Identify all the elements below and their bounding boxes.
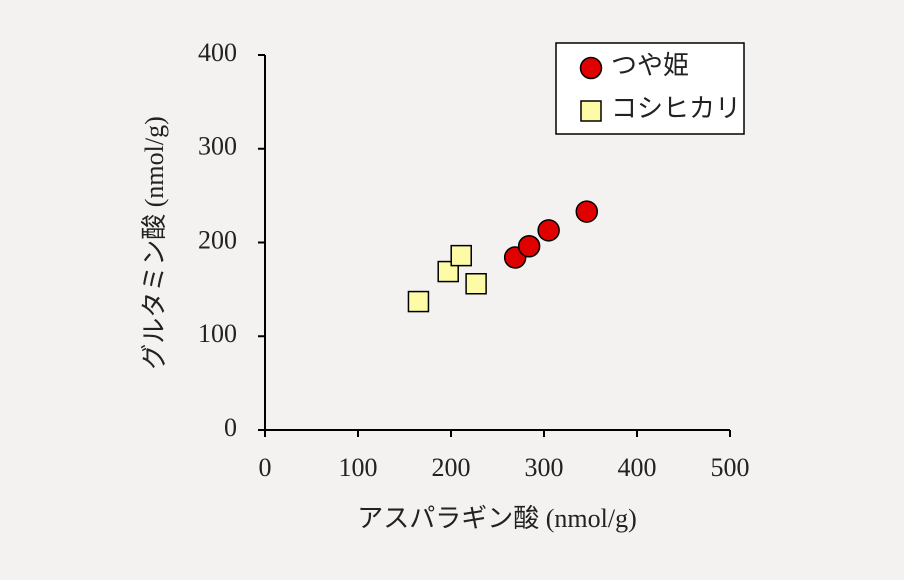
y-axis-label: グルタミン酸 (nmol/g) bbox=[140, 116, 169, 370]
x-tick-label: 300 bbox=[525, 453, 564, 482]
legend-label: つや姫 bbox=[611, 51, 689, 80]
y-tick-label: 100 bbox=[198, 319, 237, 348]
y-tick-label: 200 bbox=[198, 225, 237, 254]
x-tick-label: 500 bbox=[711, 453, 750, 482]
x-tick-label: 200 bbox=[432, 453, 471, 482]
y-tick-label: 400 bbox=[198, 38, 237, 67]
point bbox=[465, 273, 487, 295]
point bbox=[407, 290, 430, 313]
x-tick-label: 100 bbox=[339, 453, 378, 482]
x-tick-label: 0 bbox=[259, 453, 272, 482]
point bbox=[437, 260, 459, 283]
legend-marker bbox=[579, 56, 603, 80]
x-axis-label: アスパラギン酸 (nmol/g) bbox=[357, 504, 637, 533]
y-tick-label: 300 bbox=[198, 132, 237, 161]
y-tick-label: 0 bbox=[224, 413, 237, 442]
point bbox=[575, 200, 599, 223]
point bbox=[517, 235, 541, 258]
legend-label: コシヒカリ bbox=[611, 94, 741, 123]
point bbox=[450, 244, 472, 267]
legend-marker bbox=[580, 100, 602, 122]
point bbox=[537, 219, 560, 242]
x-tick-label: 400 bbox=[618, 453, 657, 482]
